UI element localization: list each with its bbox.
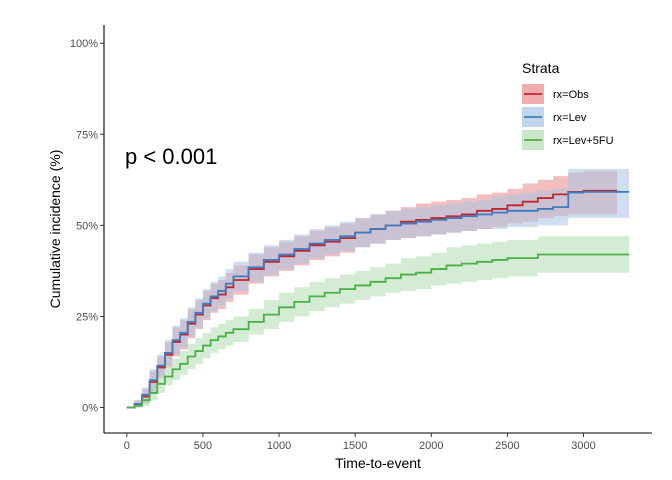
axes xyxy=(103,25,652,434)
y-tick-label: 0% xyxy=(82,403,98,415)
legend: Strata rx=Obs rx=Lev rx=Lev+5FU xyxy=(522,60,614,150)
confidence-band-1 xyxy=(126,168,630,408)
y-axis-title: Cumulative incidence (%) xyxy=(47,150,63,309)
y-ticks: 0% 25% 50% 75% 100% xyxy=(70,38,104,415)
x-tick-label: 3000 xyxy=(571,440,595,452)
series-lines xyxy=(126,189,630,409)
series-line-2 xyxy=(126,253,630,409)
x-tick-label: 1500 xyxy=(343,440,367,452)
y-tick-label: 25% xyxy=(76,311,98,323)
x-tick-label: 1000 xyxy=(267,440,291,452)
legend-label: rx=Lev xyxy=(553,112,587,124)
x-tick-label: 2500 xyxy=(495,440,519,452)
legend-title: Strata xyxy=(522,60,560,76)
x-tick-label: 500 xyxy=(194,440,212,452)
legend-label: rx=Lev+5FU xyxy=(553,135,614,147)
confidence-band-2 xyxy=(126,236,630,408)
y-tick-label: 100% xyxy=(70,38,98,50)
legend-label: rx=Obs xyxy=(553,89,589,101)
p-value-annotation: p < 0.001 xyxy=(125,144,217,169)
x-ticks: 0 500 1000 1500 2000 2500 3000 xyxy=(124,433,596,452)
confidence-bands xyxy=(126,168,630,408)
x-tick-label: 0 xyxy=(124,440,130,452)
y-tick-label: 50% xyxy=(76,220,98,232)
y-tick-label: 75% xyxy=(76,129,98,141)
x-tick-label: 2000 xyxy=(419,440,443,452)
series-line-1 xyxy=(126,190,630,409)
x-axis-title: Time-to-event xyxy=(335,455,421,471)
